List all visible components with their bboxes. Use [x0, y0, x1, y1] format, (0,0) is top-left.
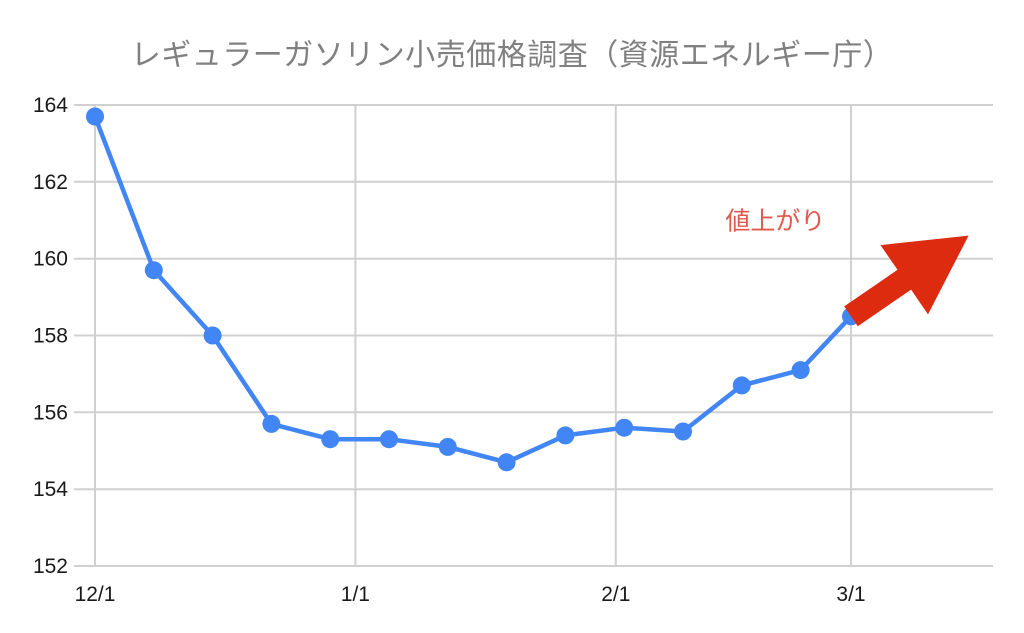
data-point-marker: [674, 422, 692, 441]
y-axis-tick-label: 156: [33, 401, 68, 424]
data-point-marker: [203, 326, 222, 345]
y-axis-tick-label: 154: [33, 478, 68, 501]
data-point-marker: [144, 261, 163, 280]
data-point-marker: [262, 414, 281, 433]
x-axis-tick-label: 3/1: [836, 583, 865, 606]
data-point-marker: [438, 437, 457, 456]
y-axis-tick-label: 164: [33, 94, 68, 117]
x-axis-tick-label: 12/1: [75, 583, 116, 606]
data-point-marker: [497, 453, 516, 472]
data-point-marker: [791, 361, 810, 380]
price-line: [92, 114, 854, 465]
data-point-marker: [380, 430, 398, 449]
x-axis-tick-label: 2/1: [601, 583, 630, 606]
y-axis-tick-label: 152: [33, 555, 68, 578]
data-point-marker: [556, 426, 575, 445]
upward-trend-arrow-icon: [844, 235, 969, 327]
x-axis-tick-label: 1/1: [341, 583, 370, 606]
data-point-marker: [615, 418, 634, 437]
data-point-marker: [321, 430, 340, 449]
y-axis-tick-label: 158: [33, 325, 68, 348]
data-point-marker: [732, 376, 751, 395]
y-axis-tick-label: 160: [33, 248, 68, 271]
chart-title: レギュラーガソリン小売価格調査（資源エネルギー庁）: [130, 39, 894, 72]
data-point-marker: [86, 107, 104, 126]
y-axis-tick-label: 162: [33, 171, 68, 194]
price-increase-annotation: 値上がり: [725, 207, 825, 235]
